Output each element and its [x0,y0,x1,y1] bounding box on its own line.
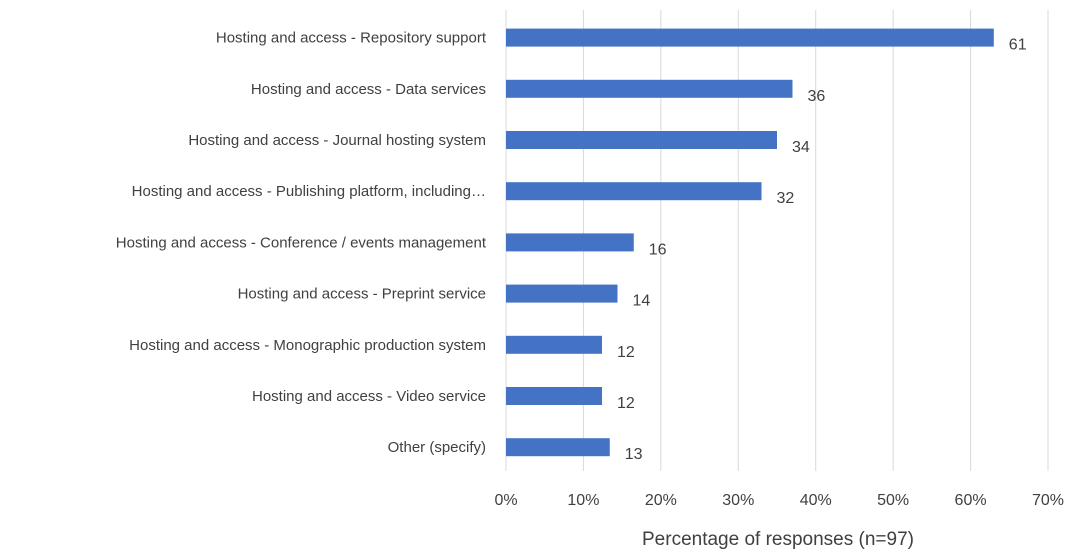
category-label: Other (specify) [388,439,486,456]
x-tick-label: 70% [1032,492,1064,509]
bar [506,438,610,457]
x-tick-label: 20% [645,492,677,509]
bars [506,28,994,457]
category-label: Hosting and access - Preprint service [238,286,486,303]
category-label: Hosting and access - Publishing platform… [132,183,486,200]
x-tick-label: 10% [567,492,599,509]
data-label: 12 [617,395,635,412]
x-tick-label: 40% [800,492,832,509]
category-label: Hosting and access - Journal hosting sys… [188,132,486,149]
x-tick-labels: 0% 10% 20% 30% 40% 50% 60% 70% [494,492,1064,509]
data-label: 61 [1009,37,1027,54]
x-tick-label: 50% [877,492,909,509]
data-label: 13 [625,446,643,463]
category-label: Hosting and access - Repository support [216,30,487,47]
bar [506,233,634,252]
bar [506,387,603,405]
data-label: 32 [777,190,795,207]
category-label: Hosting and access - Data services [251,81,486,98]
bar [506,28,994,47]
category-labels: Hosting and access - Repository support H… [116,30,487,457]
bar [506,182,762,201]
data-label: 34 [792,139,810,156]
data-labels: 61 36 34 32 16 14 12 12 13 [617,37,1027,464]
bar [506,284,618,303]
x-tick-label: 30% [722,492,754,509]
category-label: Hosting and access - Conference / events… [116,234,487,251]
bar [506,131,777,149]
bar [506,335,603,354]
x-tick-label: 60% [955,492,987,509]
data-label: 14 [632,293,650,310]
category-label: Hosting and access - Monographic product… [129,337,486,354]
data-label: 16 [649,241,667,258]
data-label: 36 [807,88,825,105]
bar [506,79,793,98]
x-axis-title: Percentage of responses (n=97) [642,529,914,550]
data-label: 12 [617,344,635,361]
x-tick-label: 0% [494,492,517,509]
category-label: Hosting and access - Video service [252,388,486,405]
